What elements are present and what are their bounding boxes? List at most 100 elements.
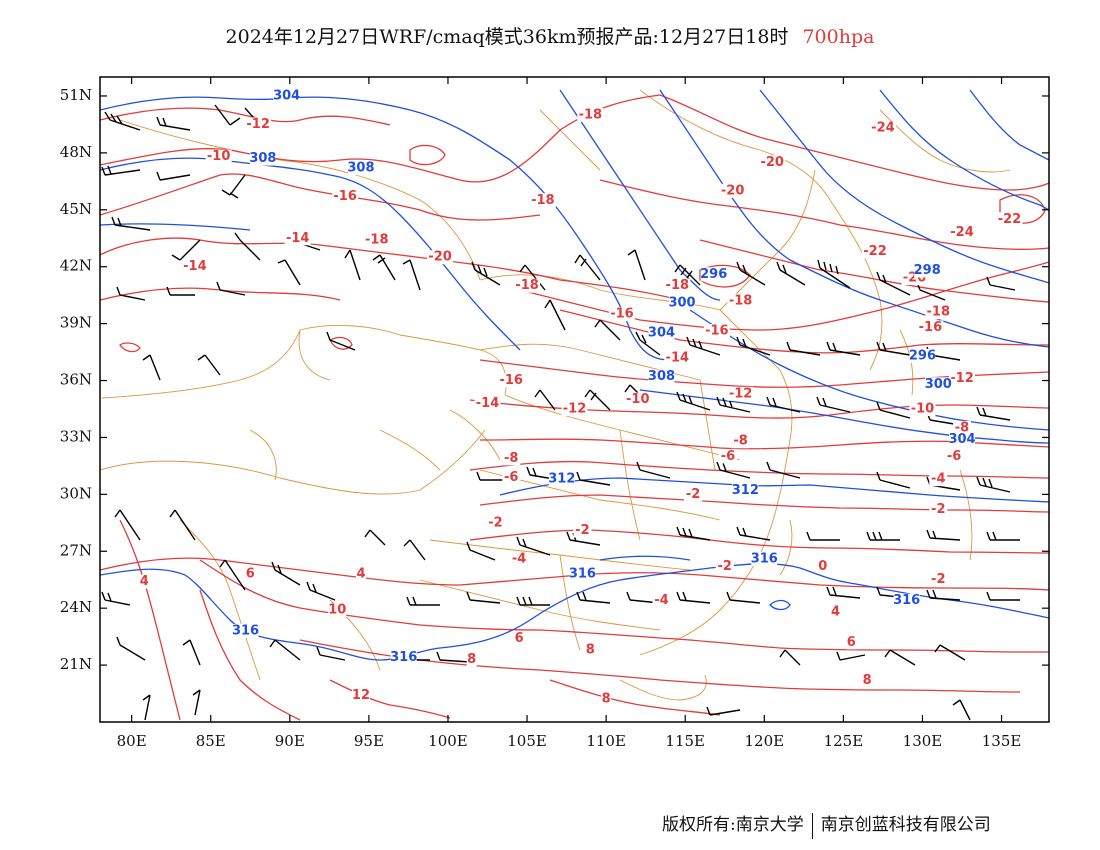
temperature-label: -12 — [563, 401, 587, 416]
title-main: 2024年12月27日WRF/cmaq模式36km预报产品:12月27日18时 — [225, 26, 789, 48]
temperature-label-bg — [585, 642, 596, 657]
temperature-label-bg — [949, 371, 976, 386]
height-label-bg — [569, 567, 596, 582]
height-label-bg — [232, 623, 259, 638]
height-label-bg — [751, 551, 778, 566]
map-plot-area: -12-10-16-14-14-18-18-20-18-18-20-20-24-… — [100, 88, 1049, 721]
temperature-label-bg — [529, 193, 556, 208]
height-label: 312 — [732, 483, 759, 498]
temperature-label: -16 — [499, 373, 523, 388]
temperature-label: 12 — [352, 688, 370, 703]
temperature-label-bg — [684, 487, 703, 502]
temperature-label: -12 — [729, 386, 753, 401]
temperature-label: 0 — [818, 559, 827, 574]
temperature-label-bg — [624, 392, 651, 407]
height-label: 316 — [390, 650, 417, 665]
temperature-label: -16 — [919, 320, 943, 335]
height-label: 300 — [668, 295, 695, 310]
temperature-label: 8 — [467, 652, 476, 667]
y-axis-ticks: 51N 48N 45N 42N 39N 36N 33N 30N 27N 24N 21N — [60, 86, 1049, 673]
height-label: 308 — [648, 369, 675, 384]
temperature-label-bg — [427, 250, 454, 265]
y-tick-label: 24N — [60, 598, 92, 616]
temperature-label-bg — [846, 635, 857, 650]
y-tick-label: 33N — [60, 427, 92, 445]
temperature-label-bg — [502, 451, 521, 466]
footer-copyright: 版权所有:南京大学 — [662, 815, 804, 835]
temperature-label: -2 — [718, 559, 732, 574]
temperature-label: -14 — [476, 396, 500, 411]
temperature-label-bg — [181, 259, 208, 274]
title-level: 700hpa — [802, 26, 875, 48]
height-label-bg — [648, 326, 675, 341]
temperature-label: -12 — [246, 117, 270, 132]
temperature-label-bg — [945, 449, 964, 464]
temperature-label: -22 — [998, 212, 1022, 227]
temperature-label-bg — [727, 386, 754, 401]
height-label-bg — [347, 161, 374, 176]
temperature-label-bg — [577, 107, 604, 122]
temperature-label: -2 — [931, 502, 945, 517]
temperature-label: -14 — [666, 350, 690, 365]
y-tick-label: 36N — [60, 371, 92, 389]
temperature-label: -22 — [863, 244, 887, 259]
temperature-label-bg — [664, 350, 691, 365]
footer-company: 南京创蓝科技有限公司 — [820, 815, 991, 835]
x-tick-label: 80E — [117, 732, 147, 750]
isotherms-layer — [100, 94, 1049, 721]
y-tick-label: 48N — [60, 143, 92, 161]
x-tick-label: 95E — [354, 732, 384, 750]
temperature-label: 6 — [847, 635, 856, 650]
wind-barbs-layer — [101, 104, 1020, 721]
temperature-label: -8 — [733, 434, 747, 449]
temperature-label: -18 — [729, 293, 753, 308]
temperature-label: -12 — [950, 371, 974, 386]
x-tick-label: 100E — [428, 732, 468, 750]
height-contours-layer — [100, 89, 1049, 661]
temperature-label: 8 — [863, 673, 872, 688]
temperature-label: 6 — [246, 567, 255, 582]
height-label: 316 — [751, 551, 778, 566]
temperature-label: -18 — [515, 278, 539, 293]
height-label: 296 — [909, 348, 936, 363]
temperature-label-bg — [703, 324, 730, 339]
height-label: 304 — [948, 432, 975, 447]
height-label-bg — [914, 263, 941, 278]
temperature-label: -18 — [927, 305, 951, 320]
temperature-label-bg — [830, 604, 841, 619]
x-tick-label: 110E — [586, 732, 626, 750]
temperature-label-bg — [727, 293, 754, 308]
temperature-label-bg — [608, 307, 635, 322]
borders-layer — [100, 89, 1011, 701]
temperature-label-bg — [139, 574, 150, 589]
temperature-label: -8 — [504, 451, 518, 466]
x-tick-label: 85E — [196, 732, 226, 750]
temperature-label: -8 — [955, 420, 969, 435]
x-tick-label: 105E — [507, 732, 547, 750]
temperature-label: -4 — [654, 593, 668, 608]
temperature-label-bg — [869, 121, 896, 136]
x-tick-label: 120E — [745, 732, 785, 750]
temperature-label: 8 — [602, 692, 611, 707]
temperature-label: -18 — [579, 107, 603, 122]
temperature-label: -18 — [531, 193, 555, 208]
temperature-labels: -12-10-16-14-14-18-18-20-18-18-20-20-24-… — [139, 107, 1023, 707]
height-label: 312 — [548, 472, 575, 487]
footer-separator — [811, 812, 813, 839]
temperature-label-bg — [652, 593, 671, 608]
temperature-label-bg — [719, 183, 746, 198]
height-label: 316 — [569, 567, 596, 582]
temperature-label: -4 — [512, 551, 526, 566]
height-label: 308 — [249, 151, 276, 166]
temperature-label-bg — [929, 572, 948, 587]
temperature-label-bg — [759, 155, 786, 170]
temperature-label: -10 — [207, 149, 231, 164]
temperature-label: -20 — [428, 250, 452, 265]
height-label-bg — [390, 650, 417, 665]
height-label-bg — [700, 267, 727, 282]
temperature-label-bg — [718, 449, 737, 464]
height-label-bg — [249, 151, 276, 166]
height-label: 316 — [232, 623, 259, 638]
y-tick-label: 45N — [60, 200, 92, 218]
